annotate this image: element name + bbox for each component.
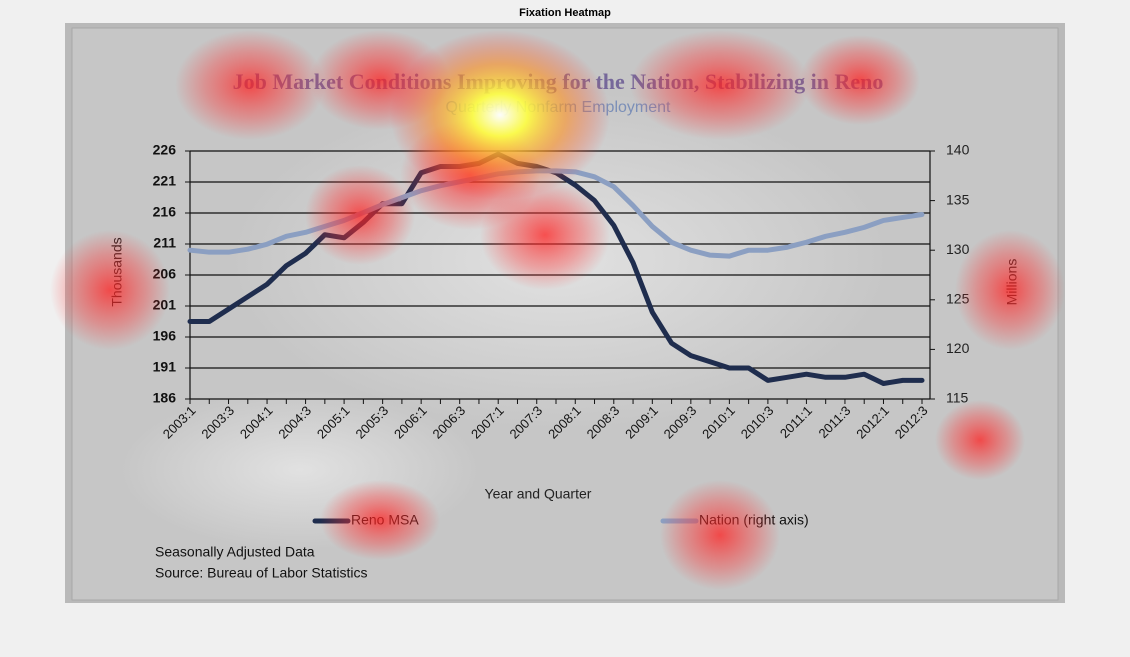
y-tick-label: 186 [153,390,177,406]
page-title: Fixation Heatmap [519,7,611,19]
y2-tick-label: 120 [946,340,970,356]
y2-tick-label: 135 [946,191,970,207]
legend-label: Reno MSA [351,512,419,528]
y-tick-label: 196 [153,328,177,344]
y-tick-label: 211 [153,235,176,251]
y2-tick-label: 130 [946,241,970,257]
chart-title: Job Market Conditions Improving for the … [233,69,884,94]
y-tick-label: 191 [153,359,177,375]
note: Source: Bureau of Labor Statistics [155,565,367,581]
y2-tick-label: 115 [946,390,969,406]
y-tick-label: 201 [153,297,177,313]
y-tick-label: 226 [153,142,177,158]
y2-tick-label: 125 [946,291,970,307]
note: Seasonally Adjusted Data [155,544,315,560]
chart-subtitle: Quarterly Nonfarm Employment [446,99,672,116]
y-axis-label: Thousands [109,237,125,306]
x-axis-label: Year and Quarter [485,486,592,502]
legend-label: Nation (right axis) [699,512,809,528]
y2-axis-label: Millions [1004,259,1020,306]
y-tick-label: 221 [153,173,177,189]
y-tick-label: 206 [153,266,177,282]
y2-tick-label: 140 [946,142,970,158]
y-tick-label: 216 [153,204,177,220]
